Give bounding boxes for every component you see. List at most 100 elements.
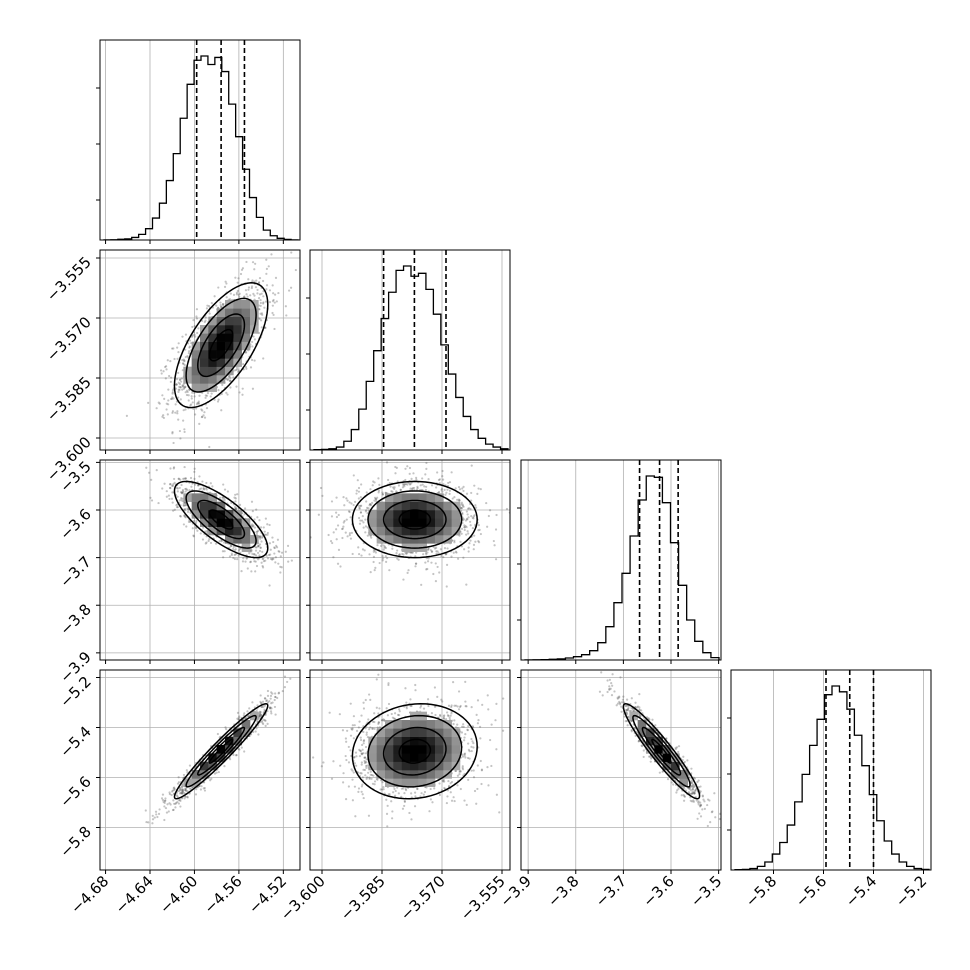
scatter-point	[435, 550, 438, 553]
scatter-point	[201, 480, 204, 483]
scatter-point	[238, 295, 241, 298]
scatter-point	[419, 704, 423, 708]
scatter-point	[268, 584, 271, 587]
scatter-point	[413, 805, 417, 808]
scatter-point	[230, 552, 233, 555]
scatter-point	[677, 750, 680, 754]
scatter-point	[259, 304, 262, 307]
scatter-point	[178, 385, 181, 388]
density-cell	[208, 316, 217, 326]
scatter-point	[256, 516, 259, 519]
scatter-point	[473, 484, 476, 487]
density-cell	[385, 493, 394, 502]
scatter-point	[159, 369, 163, 372]
scatter-point	[615, 704, 618, 707]
scatter-point	[259, 301, 262, 305]
scatter-point	[377, 721, 380, 724]
scatter-point	[264, 719, 267, 722]
scatter-point	[362, 521, 365, 524]
scatter-point	[359, 511, 363, 514]
scatter-point	[265, 699, 268, 703]
scatter-point	[385, 798, 388, 801]
scatter-point	[271, 300, 275, 303]
contour-1	[197, 313, 246, 378]
contour-3	[622, 702, 701, 800]
scatter-point	[611, 673, 614, 676]
scatter-point	[182, 523, 185, 526]
scatter-point	[250, 286, 253, 290]
scatter-point	[374, 551, 377, 554]
scatter-point	[487, 514, 490, 518]
scatter-point	[421, 483, 424, 486]
scatter-point	[277, 692, 280, 695]
scatter-point	[447, 784, 451, 787]
scatter-point	[381, 781, 384, 784]
scatter-point	[620, 710, 623, 713]
scatter-point	[445, 563, 449, 566]
scatter-point	[610, 682, 613, 685]
scatter-point	[275, 544, 278, 547]
scatter-point	[468, 757, 471, 760]
scatter-point	[360, 504, 363, 507]
scatter-point	[357, 552, 361, 556]
scatter-point	[697, 779, 700, 782]
scatter-point	[666, 778, 670, 781]
scatter-point	[235, 753, 238, 757]
scatter-point	[447, 481, 450, 485]
scatter-point	[389, 485, 392, 488]
scatter-point	[260, 705, 263, 708]
scatter-point	[157, 812, 161, 815]
scatter-point	[649, 757, 653, 760]
scatter-point	[463, 528, 466, 532]
scatter-point	[208, 445, 211, 449]
density-cell	[443, 728, 452, 737]
scatter-point	[238, 547, 242, 550]
scatter-point	[273, 698, 276, 702]
scatter-point	[475, 713, 478, 716]
scatter-point	[270, 253, 273, 256]
scatter-point	[184, 504, 187, 507]
density-cell	[418, 753, 427, 762]
scatter-point	[474, 504, 477, 507]
scatter-point	[254, 286, 258, 289]
scatter-point	[487, 708, 490, 711]
scatter-point	[258, 554, 261, 557]
panel-1-0: −3.600−3.585−3.570−3.555	[43, 249, 301, 485]
scatter-point	[419, 706, 422, 709]
scatter-point	[384, 546, 387, 550]
scatter-point	[349, 749, 352, 752]
scatter-point	[464, 519, 468, 522]
density-cell	[671, 770, 680, 779]
density-cell	[418, 720, 427, 729]
density-cell	[191, 375, 201, 384]
scatter-point	[178, 789, 181, 793]
density-cell	[233, 316, 242, 326]
scatter-point	[183, 797, 186, 800]
scatter-point	[396, 786, 399, 789]
scatter-point	[191, 482, 194, 485]
scatter-point	[472, 741, 475, 745]
scatter-point	[247, 288, 250, 291]
scatter-point	[255, 279, 258, 282]
scatter-point	[183, 428, 186, 431]
scatter-point	[426, 567, 429, 571]
scatter-point	[358, 720, 361, 723]
scatter-point	[360, 752, 363, 755]
scatter-point	[199, 788, 203, 791]
scatter-point	[165, 495, 168, 498]
scatter-point	[713, 792, 716, 795]
scatter-point	[243, 507, 247, 510]
scatter-point	[476, 764, 479, 767]
scatter-point	[166, 803, 169, 806]
scatter-point	[216, 732, 219, 736]
scatter-point	[450, 705, 453, 709]
scatter-point	[391, 817, 394, 820]
scatter-point	[414, 683, 417, 687]
scatter-point	[289, 286, 293, 289]
scatter-point	[272, 313, 275, 317]
density-cell	[191, 366, 201, 376]
scatter-point	[473, 789, 477, 793]
scatter-point	[353, 756, 356, 759]
density-cell	[418, 493, 427, 502]
scatter-point	[181, 790, 185, 794]
